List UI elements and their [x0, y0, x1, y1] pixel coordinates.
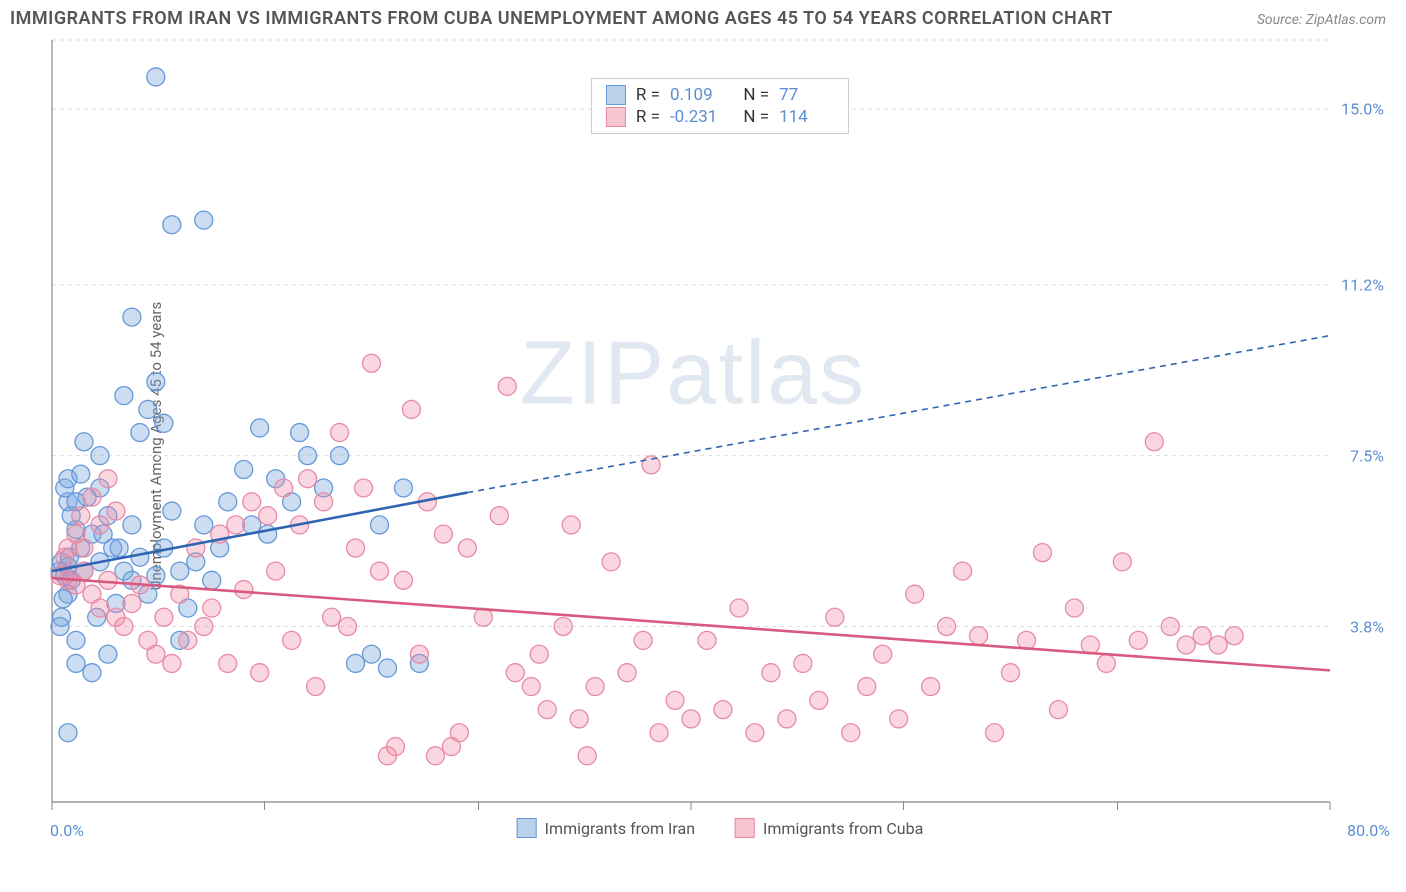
stat-r-value-cuba: -0.231 [670, 107, 725, 127]
swatch-cuba-icon [606, 107, 626, 127]
legend-item: Immigrants from Iran [517, 818, 695, 838]
chart-plot-area: ZIPatlas R = 0.109 N = 77 R = -0.231 N =… [50, 38, 1390, 838]
legend-swatch-icon [517, 818, 537, 838]
stat-n-label: N = [735, 107, 769, 127]
swatch-iran-icon [606, 85, 626, 105]
x-axis-max-label: 80.0% [1347, 821, 1390, 840]
stats-row-iran: R = 0.109 N = 77 [606, 85, 834, 105]
stat-n-value-iran: 77 [779, 85, 834, 105]
stat-n-label: N = [735, 85, 769, 105]
legend-label: Immigrants from Iran [545, 819, 695, 838]
scatter-plot-svg [50, 38, 1390, 838]
chart-title: IMMIGRANTS FROM IRAN VS IMMIGRANTS FROM … [10, 8, 1113, 29]
stat-n-value-cuba: 114 [779, 107, 834, 127]
legend-label: Immigrants from Cuba [763, 819, 923, 838]
x-axis-min-label: 0.0% [50, 821, 84, 840]
y-tick-label: 7.5% [1350, 446, 1384, 465]
stat-r-value-iran: 0.109 [670, 85, 725, 105]
stats-row-cuba: R = -0.231 N = 114 [606, 107, 834, 127]
stat-r-label: R = [636, 107, 660, 127]
legend-swatch-icon [735, 818, 755, 838]
source-attribution: Source: ZipAtlas.com [1257, 12, 1386, 28]
correlation-stats-legend: R = 0.109 N = 77 R = -0.231 N = 114 [591, 78, 849, 134]
y-tick-label: 15.0% [1341, 100, 1384, 119]
series-legend: Immigrants from Iran Immigrants from Cuba [517, 818, 924, 838]
y-tick-label: 3.8% [1350, 617, 1384, 636]
legend-item: Immigrants from Cuba [735, 818, 923, 838]
y-tick-label: 11.2% [1341, 275, 1384, 294]
stat-r-label: R = [636, 85, 660, 105]
